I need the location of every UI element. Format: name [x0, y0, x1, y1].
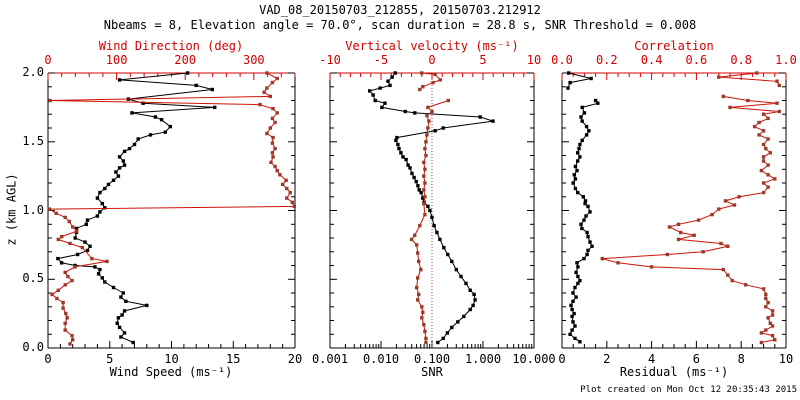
- x-tick-label: 1.000: [464, 352, 502, 366]
- top-tick-label: 0.6: [685, 53, 708, 67]
- x-tick-label: 0.100: [413, 352, 451, 366]
- top-tick-label: -10: [319, 53, 341, 67]
- x-tick-label: 4: [647, 352, 656, 366]
- plot-created-timestamp: Plot created on Mon Oct 12 20:35:43 2015: [580, 385, 797, 395]
- top-tick-label: 0.8: [730, 53, 753, 67]
- top-tick-label: 0.0: [551, 53, 573, 67]
- x-tick-label: 15: [226, 352, 241, 366]
- x-tick-label: 20: [287, 352, 303, 366]
- top-tick-label: 0.4: [640, 53, 663, 67]
- plot-subtitle: Nbeams = 8, Elevation angle = 70.0°, sca…: [103, 18, 697, 32]
- y-tick-label: 0.0: [22, 340, 44, 354]
- y-tick-label: 1.0: [22, 202, 44, 217]
- top-tick-label: 100: [105, 53, 128, 67]
- x-tick-label: 2: [603, 352, 611, 366]
- axis-title-vertical-velocity: Vertical velocity (ms⁻¹): [345, 39, 519, 53]
- y-tick-label: 1.5: [22, 133, 44, 148]
- axis-title-wind-direction: Wind Direction (deg): [98, 39, 244, 53]
- x-tick-label: 10: [164, 352, 179, 366]
- x-tick-label: 0.010: [362, 352, 400, 366]
- axis-title-snr: SNR: [421, 365, 443, 379]
- x-tick-label: 6: [692, 352, 700, 366]
- top-tick-label: 0: [428, 53, 436, 67]
- top-tick-label: 0.2: [595, 53, 618, 67]
- y-tick-label: 0.5: [22, 271, 44, 286]
- top-tick-label: 300: [242, 53, 265, 67]
- axis-title-residual: Residual (ms⁻¹): [619, 365, 729, 379]
- top-tick-label: -5: [373, 53, 389, 67]
- plot-title: VAD_08_20150703_212855, 20150703.212912: [259, 3, 541, 17]
- top-tick-label: 5: [479, 53, 487, 67]
- x-tick-label: 8: [737, 352, 745, 366]
- axis-title-correlation: Correlation: [634, 39, 714, 53]
- x-tick-label: 0: [558, 352, 566, 366]
- x-tick-label: 10.000: [512, 352, 556, 366]
- top-tick-label: 200: [174, 53, 197, 67]
- top-tick-label: 1.0: [775, 53, 797, 67]
- x-tick-label: 5: [106, 352, 114, 366]
- x-tick-label: 0: [44, 352, 52, 366]
- top-tick-label: 10: [526, 53, 542, 67]
- axis-title-wind-speed: Wind Speed (ms⁻¹): [109, 365, 233, 379]
- y-tick-label: 2.0: [22, 65, 44, 79]
- x-tick-label: 0.001: [311, 352, 349, 366]
- top-tick-label: 0: [44, 53, 52, 67]
- x-tick-label: 10: [778, 352, 794, 366]
